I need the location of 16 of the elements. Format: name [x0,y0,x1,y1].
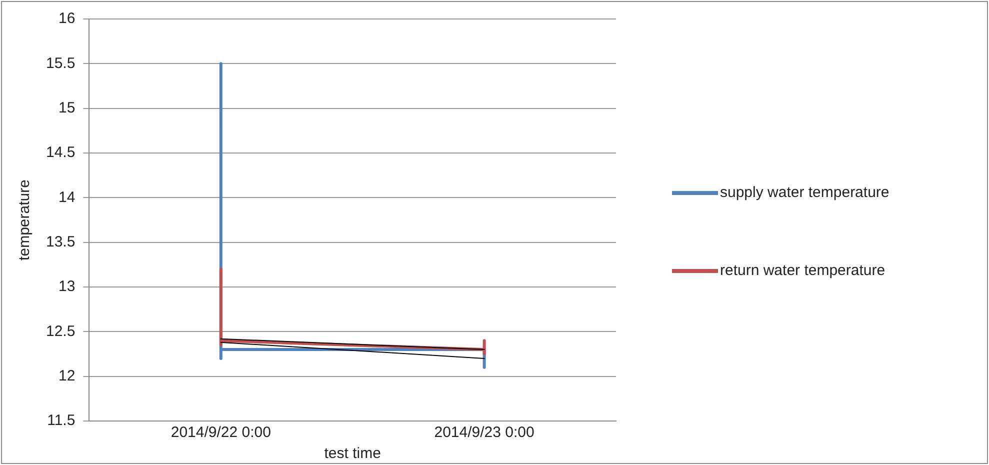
x-tick-label: 2014/9/22 0:00 [170,424,271,442]
y-tick-label: 14 [58,188,76,206]
y-axis-title: temperature [16,180,34,260]
y-tick-label: 12 [58,367,76,384]
x-axis-title: test time [324,445,381,462]
y-tick-label: 16 [58,10,76,28]
y-tick-label: 13 [58,278,76,296]
y-tick-label: 14.5 [46,144,76,162]
legend-label: return water temperature [720,262,886,279]
y-tick-label: 15 [58,99,76,116]
y-tick-label: 12.5 [46,322,76,340]
legend-label: supply water temperature [720,184,890,201]
y-tick-label: 13.5 [46,233,76,250]
y-tick-label: 15.5 [46,54,76,72]
x-tick-label: 2014/9/23 0:00 [434,424,534,442]
y-tick-label: 11.5 [47,412,76,430]
